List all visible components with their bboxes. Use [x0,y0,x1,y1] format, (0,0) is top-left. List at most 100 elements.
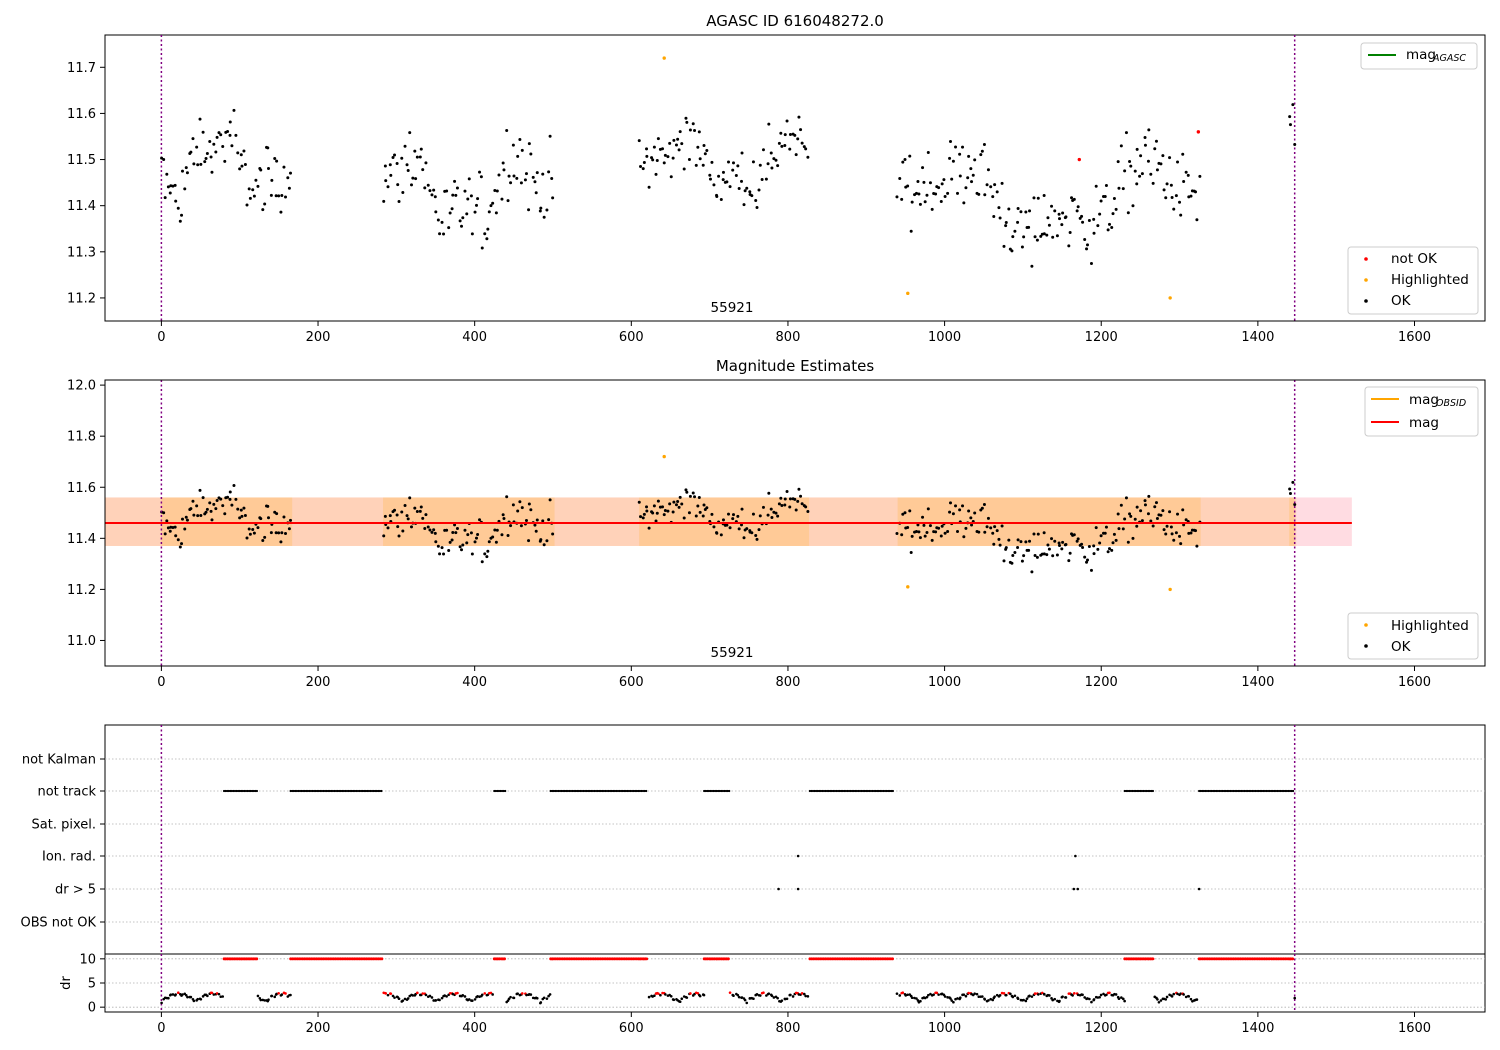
data-point-ok [473,210,477,214]
flag-point [222,789,226,793]
flag-point [598,789,601,793]
flag-point [638,789,642,793]
dr-point [273,995,277,999]
flag-point [1137,789,1140,793]
data-point-ok [478,518,482,522]
flag-point [1274,789,1277,793]
flag-point [319,789,322,793]
data-point-ok [1194,529,1198,533]
dr-point-capped [1290,957,1294,961]
data-point-ok [195,145,199,149]
flag-point [244,789,248,793]
flag-point [342,789,345,793]
data-point-ok [742,536,746,540]
data-point-ok [1172,538,1176,542]
data-point-ok [1032,196,1036,200]
flag-point [582,789,585,793]
flag-point [871,789,874,793]
data-point-ok [918,536,922,540]
data-point-ok [183,527,187,531]
dr-point [1088,997,1091,1001]
data-point-ok [191,137,195,141]
dr-point [411,994,415,997]
data-point-ok [934,530,938,534]
data-point-ok [463,528,467,532]
data-point-ok [542,215,546,219]
flag-point [502,789,505,793]
x-tick-label: 1200 [1085,675,1118,690]
flag-point [325,789,328,793]
data-point-ok [483,232,487,236]
dr-point [403,997,407,1001]
data-point-ok [1161,154,1165,158]
plot-frame [104,379,1486,667]
flag-point [609,789,612,793]
data-point-ok [1189,194,1193,198]
data-point-ok [651,158,655,162]
dr-point [539,1001,543,1004]
flag-point [604,789,607,793]
dr-point [520,992,524,995]
data-point-ok [745,186,749,190]
data-point-ok [1016,207,1020,211]
flag-point [728,789,731,793]
x-tick-label: 0 [157,1021,165,1036]
data-point-ok [946,191,950,195]
data-point-ok [1007,538,1011,542]
agasc-magnitude-panel: AGASC ID 616048272.0 0 200 400 600 800 1000 12… [67,12,1486,345]
dr-point [184,993,188,997]
data-point-ok [1067,559,1071,563]
data-point-ok [180,213,184,217]
data-point-ok [210,170,214,174]
data-point-ok [232,108,236,112]
data-point-ok [507,174,511,178]
data-point-ok [478,170,482,174]
flag-point [874,789,877,793]
data-point-ok [1162,528,1166,532]
flag-point [587,789,590,793]
dr-point [1092,998,1096,1001]
x-tick-label: 800 [776,675,801,690]
data-point-ok [1046,543,1050,547]
flag-point [574,789,577,793]
data-point-ok [728,526,732,530]
data-point-ok [403,144,407,148]
data-point-ok [1291,103,1295,107]
data-point-ok [162,511,166,515]
data-point-ok [523,178,527,182]
data-point-ok [541,172,545,176]
y-tick-label: 11.2 [67,291,96,306]
data-point-ok [524,172,528,176]
data-point-ok [1027,548,1031,552]
flag-point [1268,789,1271,793]
data-point-ok [774,511,778,515]
data-point-ok [1060,223,1064,227]
data-point-ok [1032,532,1036,536]
flag-point [233,789,237,793]
data-point-ok [908,154,912,158]
data-point-ok [1036,196,1040,200]
data-point-ok [1154,501,1158,505]
data-point-ok [421,516,425,520]
data-point-ok [769,151,773,155]
flag-point [349,789,352,793]
data-point-ok [163,196,167,200]
data-point-ok [247,187,251,191]
data-point-ok [655,511,659,515]
data-point-ok [917,192,921,196]
data-point-ok [219,133,223,137]
flag-point [836,789,840,793]
dr-point [755,993,759,996]
dr-point [950,999,953,1002]
data-point-ok [273,157,277,161]
flag-point [347,789,350,793]
data-point-ok [767,122,771,126]
data-point-ok [409,183,413,187]
data-point-ok [228,490,232,494]
data-point-ok [1045,233,1049,237]
data-point-ok [1096,224,1100,228]
data-point-ok [501,513,505,517]
dr-point [659,993,662,997]
data-point-ok [288,171,292,175]
data-point-ok [201,130,205,134]
